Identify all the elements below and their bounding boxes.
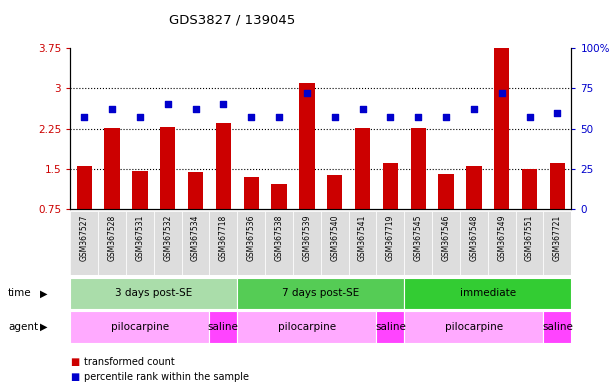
Text: pilocarpine: pilocarpine — [445, 322, 503, 332]
Point — [552, 109, 562, 116]
FancyBboxPatch shape — [126, 211, 154, 275]
Text: pilocarpine: pilocarpine — [111, 322, 169, 332]
Text: 3 days post-SE: 3 days post-SE — [115, 288, 192, 298]
FancyBboxPatch shape — [432, 211, 460, 275]
FancyBboxPatch shape — [460, 211, 488, 275]
Text: GSM367549: GSM367549 — [497, 214, 506, 261]
FancyBboxPatch shape — [70, 278, 237, 309]
FancyBboxPatch shape — [237, 211, 265, 275]
FancyBboxPatch shape — [488, 211, 516, 275]
Point — [79, 114, 89, 121]
Text: 7 days post-SE: 7 days post-SE — [282, 288, 359, 298]
Text: GSM367548: GSM367548 — [469, 214, 478, 261]
Bar — [271, 184, 287, 209]
Bar — [355, 127, 370, 209]
Text: GSM367532: GSM367532 — [163, 214, 172, 261]
Bar — [160, 127, 175, 209]
FancyBboxPatch shape — [376, 211, 404, 275]
FancyBboxPatch shape — [70, 311, 210, 343]
Bar — [327, 175, 342, 209]
Bar — [466, 166, 481, 209]
Bar — [132, 170, 147, 209]
Text: GSM367546: GSM367546 — [442, 214, 450, 261]
FancyBboxPatch shape — [265, 211, 293, 275]
Text: agent: agent — [8, 322, 38, 332]
Bar — [104, 127, 120, 209]
Text: GSM367551: GSM367551 — [525, 214, 534, 261]
Text: transformed count: transformed count — [84, 357, 175, 367]
Bar — [76, 166, 92, 209]
FancyBboxPatch shape — [181, 211, 210, 275]
Bar — [522, 169, 537, 209]
Bar — [299, 83, 315, 209]
Point — [191, 106, 200, 113]
Point — [413, 114, 423, 121]
Text: saline: saline — [375, 322, 406, 332]
Text: GSM367718: GSM367718 — [219, 214, 228, 261]
Point — [274, 114, 284, 121]
Bar — [244, 177, 259, 209]
Text: GSM367721: GSM367721 — [553, 214, 562, 261]
Bar — [550, 162, 565, 209]
FancyBboxPatch shape — [237, 278, 404, 309]
FancyBboxPatch shape — [98, 211, 126, 275]
FancyBboxPatch shape — [210, 311, 237, 343]
FancyBboxPatch shape — [154, 211, 181, 275]
Text: GSM367538: GSM367538 — [274, 214, 284, 261]
Point — [246, 114, 256, 121]
Bar — [494, 48, 510, 209]
Point — [525, 114, 535, 121]
Text: GSM367531: GSM367531 — [136, 214, 144, 261]
FancyBboxPatch shape — [321, 211, 349, 275]
Point — [302, 90, 312, 96]
Text: immediate: immediate — [459, 288, 516, 298]
Point — [469, 106, 479, 113]
FancyBboxPatch shape — [404, 211, 432, 275]
FancyBboxPatch shape — [543, 311, 571, 343]
Text: pilocarpine: pilocarpine — [278, 322, 336, 332]
FancyBboxPatch shape — [404, 311, 543, 343]
Text: ▶: ▶ — [40, 288, 48, 298]
FancyBboxPatch shape — [210, 211, 237, 275]
Point — [357, 106, 367, 113]
Text: saline: saline — [542, 322, 573, 332]
Text: percentile rank within the sample: percentile rank within the sample — [84, 372, 249, 382]
Bar — [188, 172, 203, 209]
Text: saline: saline — [208, 322, 239, 332]
Text: GSM367527: GSM367527 — [79, 214, 89, 261]
FancyBboxPatch shape — [376, 311, 404, 343]
Point — [441, 114, 451, 121]
FancyBboxPatch shape — [70, 211, 98, 275]
Point — [219, 101, 229, 108]
Text: GSM367541: GSM367541 — [358, 214, 367, 261]
Text: GDS3827 / 139045: GDS3827 / 139045 — [169, 14, 295, 27]
Text: time: time — [8, 288, 32, 298]
FancyBboxPatch shape — [237, 311, 376, 343]
Text: GSM367545: GSM367545 — [414, 214, 423, 261]
Text: ■: ■ — [70, 372, 79, 382]
Text: GSM367719: GSM367719 — [386, 214, 395, 261]
Point — [163, 101, 172, 108]
Text: GSM367536: GSM367536 — [247, 214, 255, 261]
Text: GSM367540: GSM367540 — [330, 214, 339, 261]
Point — [135, 114, 145, 121]
FancyBboxPatch shape — [349, 211, 376, 275]
FancyBboxPatch shape — [516, 211, 543, 275]
Bar — [411, 127, 426, 209]
Bar — [216, 123, 231, 209]
Point — [386, 114, 395, 121]
FancyBboxPatch shape — [404, 278, 571, 309]
Text: ▶: ▶ — [40, 322, 48, 332]
Text: GSM367528: GSM367528 — [108, 214, 117, 261]
FancyBboxPatch shape — [293, 211, 321, 275]
FancyBboxPatch shape — [543, 211, 571, 275]
Point — [497, 90, 507, 96]
Bar — [438, 174, 454, 209]
Text: GSM367534: GSM367534 — [191, 214, 200, 261]
Text: ■: ■ — [70, 357, 79, 367]
Point — [107, 106, 117, 113]
Point — [330, 114, 340, 121]
Text: GSM367539: GSM367539 — [302, 214, 312, 261]
Bar — [382, 162, 398, 209]
